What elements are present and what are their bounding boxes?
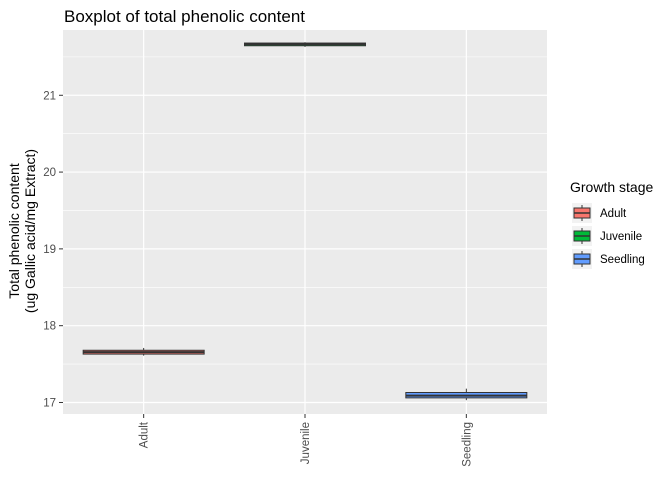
legend-label: Juvenile xyxy=(600,231,642,243)
box-juvenile xyxy=(244,42,366,47)
legend-items: Adult Juvenile Seedling xyxy=(572,203,645,269)
legend-item-seedling: Seedling xyxy=(572,249,645,269)
x-tick-label: Juvenile xyxy=(300,422,312,464)
boxes xyxy=(82,42,528,401)
y-tick-label: 19 xyxy=(43,244,56,256)
legend-label: Seedling xyxy=(600,254,645,266)
legend-label: Adult xyxy=(600,208,627,220)
box-seedling xyxy=(405,388,528,401)
y-axis-title: Total phenolic content (ug Gallic acid/m… xyxy=(6,149,38,313)
legend-item-adult: Adult xyxy=(572,203,627,223)
chart-title: Boxplot of total phenolic content xyxy=(64,7,305,26)
box-adult xyxy=(82,347,205,356)
x-tick-label: Seedling xyxy=(461,422,473,467)
legend: Growth stage Adult Juvenile Seedling xyxy=(570,179,653,269)
y-tick-label: 20 xyxy=(43,167,56,179)
y-axis-title-line-2: (ug Gallic acid/mg Extract) xyxy=(22,149,38,313)
y-tick-label: 21 xyxy=(43,90,56,102)
y-axis-title-line-1: Total phenolic content xyxy=(6,163,22,299)
y-tick-label: 17 xyxy=(43,397,56,409)
x-tick-label: Adult xyxy=(139,421,151,448)
x-axis: Adult Juvenile Seedling xyxy=(139,414,473,467)
y-tick-label: 18 xyxy=(43,321,56,333)
y-axis: 17 18 19 20 21 xyxy=(43,90,63,409)
legend-item-juvenile: Juvenile xyxy=(572,226,642,246)
legend-title: Growth stage xyxy=(570,179,653,195)
